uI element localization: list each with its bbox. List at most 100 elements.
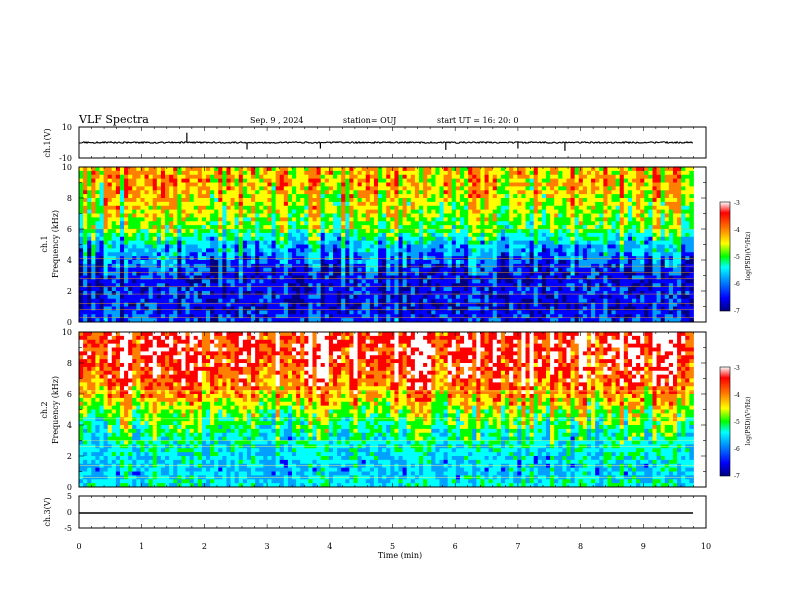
spectrogram-cell <box>165 294 170 300</box>
spectrogram-cell <box>197 209 203 214</box>
spectrogram-cell <box>324 209 330 214</box>
spectrogram-cell <box>251 205 256 211</box>
spectrogram-cell <box>349 267 354 273</box>
spectrogram-cell <box>152 314 158 319</box>
spectrogram-cell <box>279 229 285 234</box>
spectrogram-cell <box>320 170 326 176</box>
spectrogram-cell <box>148 198 154 203</box>
spectrogram-cell <box>79 287 84 292</box>
spectrogram-cell <box>160 252 166 257</box>
spectrogram-cell <box>529 236 535 242</box>
spectrogram-cell <box>140 229 145 234</box>
spectrogram-cell <box>156 252 162 257</box>
spectrogram-cell <box>484 306 490 311</box>
spectrogram-cell <box>185 201 191 207</box>
spectrogram-cell <box>128 167 133 172</box>
spectrogram-cell <box>394 302 399 307</box>
spectrogram-cell <box>484 244 490 249</box>
spectrogram-cell <box>451 260 457 265</box>
spectrogram-cell <box>140 221 145 226</box>
spectrogram-cell <box>500 294 506 300</box>
spectrogram-cell <box>140 194 145 199</box>
spectrogram-cell <box>99 170 104 176</box>
spectrogram-cell <box>558 267 563 273</box>
spectrogram-cell <box>410 294 416 300</box>
spectrogram-cell <box>398 260 404 265</box>
spectrogram-cell <box>439 236 444 242</box>
spectrogram-cell <box>189 306 195 311</box>
spectrogram-cell <box>263 306 268 311</box>
spectrogram-cell <box>165 182 170 187</box>
spectrogram-cell <box>193 306 199 311</box>
spectrogram-cell <box>287 314 293 319</box>
spectrogram-cell <box>83 209 88 214</box>
spectrogram-cell <box>562 170 567 176</box>
spectrogram-cell <box>357 213 363 218</box>
spectrogram-cell <box>324 229 330 234</box>
spectrogram-cell <box>238 167 244 172</box>
spectrogram-cell <box>419 314 424 319</box>
spectrogram-cell <box>550 186 555 191</box>
spectrogram-cell <box>525 194 531 199</box>
spectrogram-cell <box>251 283 256 288</box>
spectrogram-cell <box>378 209 383 214</box>
spectrogram-cell <box>238 178 244 183</box>
spectrogram-cell <box>193 170 199 176</box>
spectrogram-cell <box>566 221 571 226</box>
spectrogram-cell <box>87 287 92 292</box>
spectrogram-cell <box>308 232 313 238</box>
spectrogram-cell <box>255 310 260 315</box>
spectrogram-cell <box>222 318 227 322</box>
spectrogram-cell <box>394 182 399 187</box>
spectrogram-cell <box>79 205 84 211</box>
spectrogram-cell <box>435 225 440 230</box>
spectrogram-cell <box>214 260 219 265</box>
spectrogram-cell <box>173 248 178 253</box>
spectrogram-cell <box>394 167 399 172</box>
spectrogram-cell <box>545 201 551 207</box>
spectrogram-cell <box>177 213 182 218</box>
spectrogram-cell <box>304 170 309 176</box>
spectrogram-cell <box>255 178 260 183</box>
spectrogram-cell <box>320 167 326 172</box>
spectrogram-cell <box>431 314 436 319</box>
spectrogram-cell <box>136 267 141 273</box>
spectrogram-cell <box>533 260 539 265</box>
spectrogram-cell <box>136 260 141 265</box>
spectrogram-cell <box>296 248 301 253</box>
spectrogram-cell <box>427 314 432 319</box>
spectrogram-cell <box>484 229 490 234</box>
spectrogram-cell <box>189 167 195 172</box>
spectrogram-cell <box>152 194 158 199</box>
spectrogram-cell <box>382 248 387 253</box>
spectrogram-cell <box>185 174 191 180</box>
spectrogram-cell <box>124 236 129 242</box>
spectrogram-cell <box>103 186 109 191</box>
spectrogram-cell <box>222 287 227 292</box>
spectrogram-cell <box>165 287 170 292</box>
spectrogram-cell <box>275 279 281 284</box>
spectrogram-cell <box>505 240 510 245</box>
spectrogram-cell <box>222 190 227 195</box>
spectrogram-cell <box>115 209 121 214</box>
spectrogram-cell <box>451 198 457 203</box>
spectrogram-cell <box>234 291 240 296</box>
spectrogram-cell <box>251 221 256 226</box>
spectrogram-cell <box>541 294 547 300</box>
spectrogram-cell <box>459 232 465 238</box>
spectrogram-cell <box>398 279 404 284</box>
spectrogram-cell <box>312 217 317 222</box>
spectrogram-cell <box>283 198 289 203</box>
spectrogram-cell <box>578 279 584 284</box>
spectrogram-cell <box>181 167 186 172</box>
spectrogram-cell <box>369 294 375 300</box>
spectrogram-cell <box>447 279 453 284</box>
spectrogram-cell <box>205 302 211 307</box>
spectrogram-cell <box>521 291 526 296</box>
spectrogram-cell <box>455 244 461 249</box>
spectrogram-cell <box>586 182 592 187</box>
spectrogram-cell <box>337 306 342 311</box>
spectrogram-cell <box>152 267 158 273</box>
spectrogram-cell <box>160 279 166 284</box>
spectrogram-cell <box>320 271 326 276</box>
